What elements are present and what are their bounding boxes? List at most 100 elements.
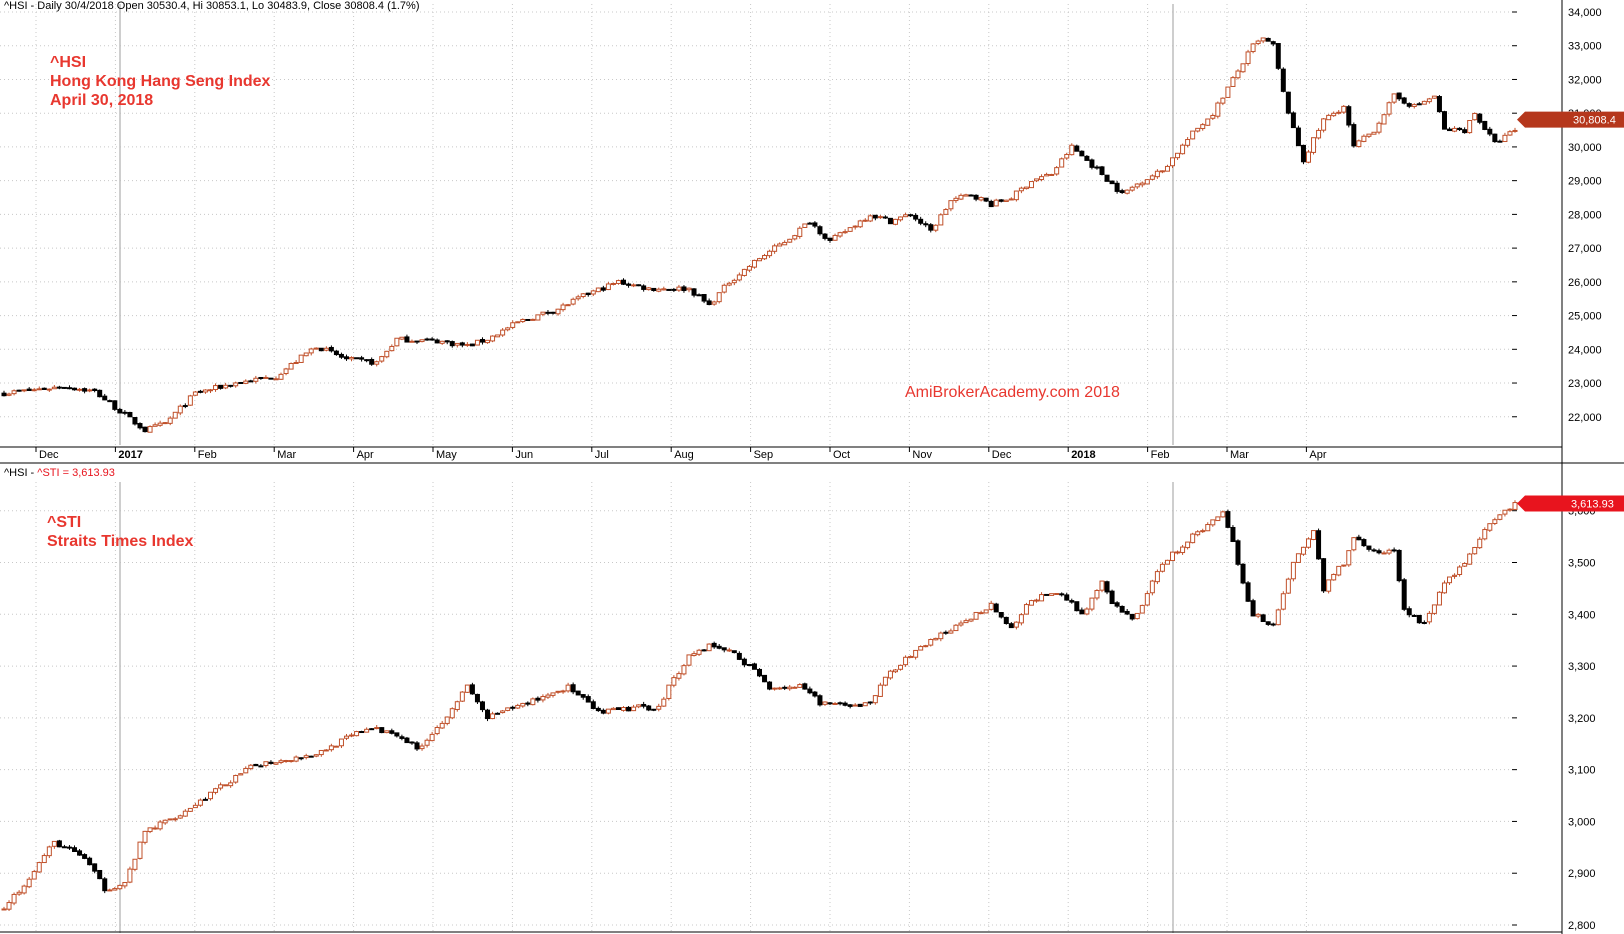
sti-candle-body xyxy=(1512,502,1518,510)
hsi-candle-body xyxy=(1195,127,1201,132)
hsi-candle-body xyxy=(46,388,52,391)
sti-candle-body xyxy=(283,760,289,763)
hsi-candle-body xyxy=(429,338,435,341)
sti-candle-body xyxy=(903,656,909,666)
sti-candle-body xyxy=(882,676,888,686)
x-tick-label: Feb xyxy=(1151,449,1170,461)
hsi-candle-body xyxy=(1346,106,1352,126)
hsi-y-tick-label: 32,000 xyxy=(1568,74,1602,86)
hsi-candle-body xyxy=(605,283,611,291)
x-tick-label: 2018 xyxy=(1071,449,1095,461)
sti-candle-body xyxy=(343,735,349,739)
hsi-candle-body xyxy=(1190,130,1196,140)
hsi-candle-body xyxy=(11,390,17,395)
hsi-candle-body xyxy=(827,237,833,241)
sti-candle-body xyxy=(298,757,304,760)
sti-candle-body xyxy=(701,649,707,652)
sti-candle-body xyxy=(1401,579,1407,610)
sti-candle-body xyxy=(318,749,324,756)
hsi-name-label: Hong Kong Hang Seng Index xyxy=(50,73,271,90)
hsi-candle-body xyxy=(1104,174,1110,182)
sti-candle-body xyxy=(16,891,22,895)
sti-candle-body xyxy=(817,695,823,706)
hsi-candle-body xyxy=(364,359,370,362)
sti-candle-body xyxy=(978,612,984,615)
sti-candle-body xyxy=(641,703,647,707)
hsi-candle-body xyxy=(746,265,752,271)
hsi-candle-body xyxy=(1492,133,1498,143)
hsi-last-price-label: 30,808.4 xyxy=(1573,115,1616,127)
sti-candle-body xyxy=(1149,580,1155,594)
hsi-candle-body xyxy=(938,214,944,226)
hsi-candle-body xyxy=(636,284,642,287)
hsi-candle-body xyxy=(525,318,531,321)
bottom-panel-header: ^HSI - ^STI = 3,613.93 xyxy=(4,467,115,479)
hsi-candle-body xyxy=(1321,118,1327,131)
sti-candle-body xyxy=(424,739,430,746)
sti-candle-body xyxy=(681,665,687,675)
sti-candle-body xyxy=(1023,604,1029,615)
sti-candle-body xyxy=(495,712,501,715)
sti-candle-body xyxy=(626,706,632,712)
sti-candle-body xyxy=(1008,623,1014,629)
sti-candle-body xyxy=(1406,608,1412,616)
sti-candle-body xyxy=(369,728,375,731)
sti-candle-body xyxy=(1074,601,1080,612)
sti-candle-body xyxy=(726,649,732,652)
hsi-candle-body xyxy=(560,304,566,311)
hsi-candle-body xyxy=(107,400,113,403)
sti-candle-body xyxy=(1416,614,1422,624)
sti-candle-body xyxy=(827,702,833,705)
hsi-candle-body xyxy=(590,290,596,295)
sti-candle-body xyxy=(389,730,395,734)
hsi-candle-body xyxy=(454,342,460,346)
sti-candle-body xyxy=(66,846,72,849)
sti-candle-body xyxy=(520,702,526,707)
hsi-candle-body xyxy=(127,411,133,418)
sti-candle-body xyxy=(1300,546,1306,555)
hsi-candle-body xyxy=(1185,139,1191,146)
hsi-candle-body xyxy=(6,393,12,396)
hsi-candle-body xyxy=(51,386,57,390)
sti-candle-body xyxy=(474,693,480,703)
sti-candle-body xyxy=(1144,593,1150,606)
hsi-candle-body xyxy=(545,311,551,314)
sti-candle-body xyxy=(1255,613,1261,617)
sti-candle-body xyxy=(1305,538,1311,548)
hsi-candle-body xyxy=(102,395,108,401)
sti-candle-body xyxy=(782,686,788,689)
hsi-candle-body xyxy=(1149,175,1155,180)
sti-candle-body xyxy=(1195,531,1201,536)
sti-candle-body xyxy=(61,846,67,849)
sti-candle-body xyxy=(565,684,571,692)
hsi-candle-body xyxy=(1305,151,1311,163)
sti-candle-body xyxy=(671,677,677,686)
sti-candle-body xyxy=(253,763,259,767)
hsi-candle-body xyxy=(1013,190,1019,201)
hsi-candle-body xyxy=(1351,124,1357,147)
hsi-candle-body xyxy=(1099,166,1105,175)
sti-candle-body xyxy=(847,704,853,707)
sti-candle-body xyxy=(1114,602,1120,607)
hsi-candle-body xyxy=(21,389,27,392)
bottom-header-prefix: ^HSI - xyxy=(4,467,38,479)
sti-candle-body xyxy=(228,782,234,787)
sti-candle-body xyxy=(308,755,314,758)
hsi-candle-body xyxy=(1074,145,1080,152)
sti-candle-body xyxy=(132,858,138,870)
sti-candle-body xyxy=(36,862,42,873)
hsi-candle-body xyxy=(1482,120,1488,130)
hsi-candle-body xyxy=(349,356,355,360)
sti-candle-body xyxy=(1089,597,1095,610)
hsi-candle-body xyxy=(1300,144,1306,163)
sti-candle-body xyxy=(202,798,208,801)
hsi-candle-body xyxy=(1044,173,1050,177)
sti-candle-body xyxy=(615,707,621,711)
sti-candle-body xyxy=(842,702,848,706)
x-tick-label: Jul xyxy=(595,449,609,461)
sti-candle-body xyxy=(323,749,329,752)
sti-candle-body xyxy=(1069,600,1075,603)
sti-candle-body xyxy=(1039,594,1045,602)
sti-candle-body xyxy=(1170,551,1176,562)
sti-candle-body xyxy=(807,688,813,694)
